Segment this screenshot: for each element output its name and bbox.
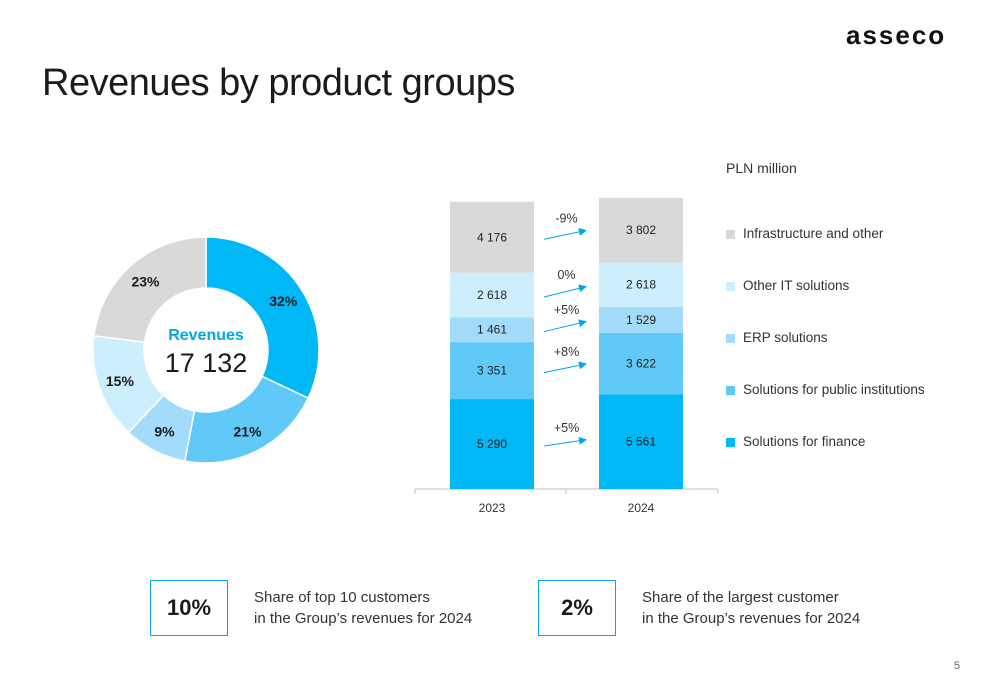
bar-segment [599, 262, 683, 307]
legend-item-other-it: Other IT solutions [726, 278, 925, 330]
revenue-stacked-bar-chart: 5 290 3 351 1 461 2 618 4 176 2023 5 561 3 622 1… [414, 197, 719, 515]
change-label: -9% [555, 212, 577, 226]
legend-item-public: Solutions for public institutions [726, 382, 925, 434]
legend-swatch [726, 334, 735, 343]
bar-value-label: 3 622 [626, 357, 656, 371]
change-arrow [543, 227, 587, 240]
bar-value-label: 4 176 [477, 230, 507, 244]
legend-swatch [726, 230, 735, 239]
bar-value-label: 2 618 [626, 278, 656, 292]
stat-largest-customer: 2% Share of the largest customer in the … [538, 580, 860, 636]
donut-slice-label: 15% [106, 373, 135, 389]
bar-segment [450, 272, 534, 318]
bar-value-label: 5 561 [626, 435, 656, 449]
legend-swatch [726, 386, 735, 395]
stat-line: Share of top 10 customers [254, 589, 430, 606]
legend-swatch [726, 282, 735, 291]
legend-label: ERP solutions [743, 330, 828, 345]
bar-segment [599, 332, 683, 395]
page-number: 5 [953, 660, 960, 672]
chart-legend: Infrastructure and other Other IT soluti… [726, 226, 925, 486]
change-label: 0% [557, 268, 575, 282]
donut-center-label: Revenues [168, 327, 244, 344]
legend-item-finance: Solutions for finance [726, 434, 925, 486]
unit-label: PLN million [726, 160, 797, 176]
logo-text: asseco [846, 22, 946, 48]
bar-value-label: 3 351 [477, 364, 507, 378]
change-label: +5% [554, 421, 579, 435]
legend-swatch [726, 438, 735, 447]
donut-slice-label: 23% [131, 273, 160, 289]
donut-slice-label: 21% [234, 424, 263, 440]
bar-segment [450, 317, 534, 343]
stat-description: Share of the largest customer in the Gro… [642, 587, 860, 629]
bar-segment [450, 399, 534, 489]
x-tick-label: 2024 [628, 501, 655, 515]
asseco-logo: asseco [846, 22, 946, 48]
donut-slice [93, 236, 207, 344]
legend-label: Solutions for finance [743, 434, 866, 449]
bar-value-label: 5 290 [477, 437, 507, 451]
bar-value-label: 1 529 [626, 313, 656, 327]
bar-segment [450, 201, 534, 273]
legend-item-erp: ERP solutions [726, 330, 925, 382]
bar-value-label: 2 618 [477, 288, 507, 302]
donut-slice [205, 236, 320, 400]
change-arrow [543, 319, 587, 333]
donut-slice-label: 32% [269, 293, 298, 309]
bar-segment [599, 306, 683, 333]
bar-value-label: 3 802 [626, 223, 656, 237]
donut-slice-label: 9% [154, 424, 175, 440]
bar-value-label: 1 461 [477, 323, 507, 337]
change-arrow [543, 361, 587, 374]
change-label: +5% [554, 303, 579, 317]
stat-value-box: 2% [538, 580, 616, 636]
bar-segment [599, 394, 683, 489]
change-arrow [543, 436, 587, 447]
change-arrow [543, 284, 587, 298]
bar-segment [599, 197, 683, 263]
stat-top10-customers: 10% Share of top 10 customers in the Gro… [150, 580, 472, 636]
change-label: +8% [554, 345, 579, 359]
legend-label: Other IT solutions [743, 278, 850, 293]
stat-line: in the Group’s revenues for 2024 [642, 610, 861, 627]
legend-label: Infrastructure and other [743, 226, 884, 241]
stat-description: Share of top 10 customers in the Group’s… [254, 587, 472, 629]
legend-item-infrastructure: Infrastructure and other [726, 226, 925, 278]
page-title: Revenues by product groups [42, 62, 515, 104]
revenue-donut-chart: 32% 21% 9% 15% 23% Revenues 17 132 [92, 236, 320, 464]
x-tick-label: 2023 [479, 501, 506, 515]
donut-slice [183, 375, 310, 464]
bar-segment [450, 342, 534, 400]
legend-label: Solutions for public institutions [743, 382, 925, 397]
donut-center-value: 17 132 [165, 348, 248, 378]
stat-value-box: 10% [150, 580, 228, 636]
stat-line: in the Group’s revenues for 2024 [254, 610, 473, 627]
stat-line: Share of the largest customer [642, 589, 839, 606]
